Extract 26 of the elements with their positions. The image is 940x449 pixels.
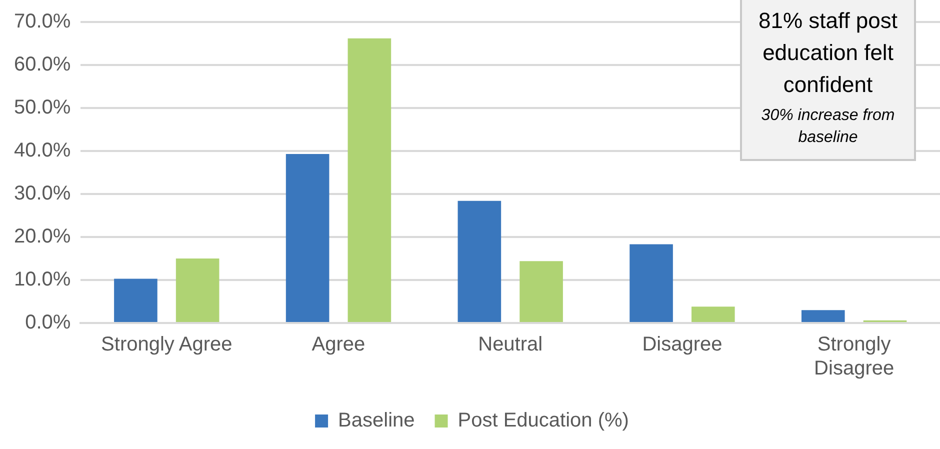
y-tick-label: 60.0% bbox=[14, 54, 71, 76]
bar bbox=[801, 310, 845, 322]
y-tick-label: 70.0% bbox=[14, 10, 71, 33]
y-tick-label: 50.0% bbox=[14, 96, 71, 119]
legend-label: Post Education (%) bbox=[458, 410, 629, 432]
bar bbox=[630, 244, 673, 322]
y-tick-label: 20.0% bbox=[14, 226, 71, 248]
bar bbox=[114, 278, 158, 322]
bar bbox=[286, 154, 330, 322]
y-tick-label: 0.0% bbox=[25, 312, 71, 334]
annotation: 81% staff post education felt confident bbox=[757, 7, 898, 99]
annotation: 30% increase from baseline bbox=[760, 106, 896, 148]
x-tick-label: Agree bbox=[312, 334, 366, 356]
bar bbox=[176, 258, 220, 322]
x-tick-label: Disagree bbox=[642, 334, 722, 356]
bar bbox=[348, 38, 392, 322]
y-tick-label: 40.0% bbox=[14, 140, 71, 162]
y-tick-label: 30.0% bbox=[14, 182, 71, 205]
x-tick-label: Neutral bbox=[478, 334, 543, 356]
bar bbox=[458, 200, 502, 322]
x-tick-label: Strongly Disagree bbox=[814, 334, 894, 380]
legend-label: Baseline bbox=[338, 410, 415, 432]
bar bbox=[520, 261, 563, 322]
bar bbox=[691, 306, 735, 322]
y-tick-label: 10.0% bbox=[14, 268, 71, 291]
x-tick-label: Strongly Agree bbox=[101, 334, 232, 356]
